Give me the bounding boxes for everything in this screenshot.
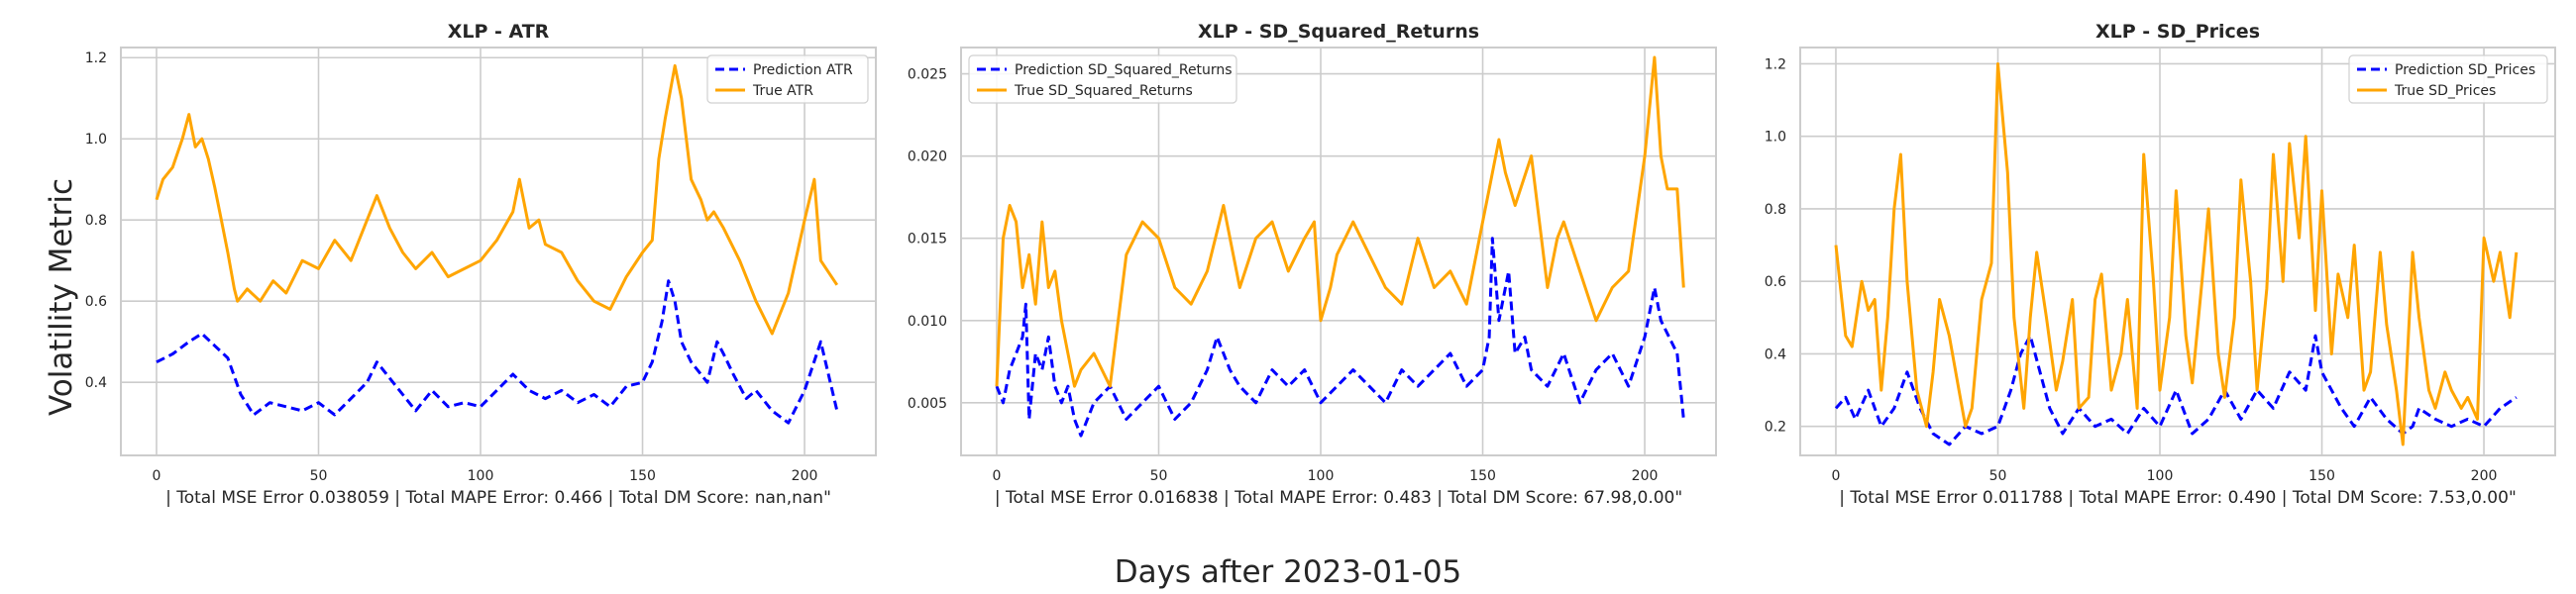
x-tick-label: 0	[993, 468, 1002, 484]
figure-xlabel: Days after 2023-01-05	[1115, 554, 1462, 590]
chart-panel-1: 0 50 100 150 200 0.4 0.6 0.8 1.0 1.2 XLP - ATR | To…	[85, 21, 877, 508]
x-tick-label: 200	[2471, 468, 2498, 484]
legend-entry: Prediction SD_Squared_Returns	[1015, 62, 1233, 78]
legend-entry: Prediction ATR	[753, 62, 853, 78]
legend-entry: True ATR	[752, 83, 813, 99]
y-tick-label: 0.8	[85, 213, 107, 229]
x-tick-label: 50	[310, 468, 328, 484]
panels: 0 50 100 150 200 0.4 0.6 0.8 1.0 1.2 XLP - ATR | To…	[85, 21, 2556, 508]
legend: Prediction ATR True ATR	[706, 54, 869, 104]
x-tick-label: 100	[1308, 468, 1335, 484]
y-tick-label: 1.0	[1765, 130, 1786, 146]
y-tick-label: 0.025	[908, 67, 947, 83]
chart-panel-3: 0 50 100 150 200 0.2 0.4 0.6 0.8 1.0 1.2 XLP - SD_P…	[1765, 21, 2556, 508]
series-line-prediction	[995, 237, 1685, 438]
x-tick-label: 150	[1469, 468, 1496, 484]
legend-entry: True SD_Squared_Returns	[1014, 83, 1193, 99]
series-line-prediction	[1834, 334, 2518, 446]
chart-title: XLP - ATR	[448, 21, 550, 43]
x-tick-label: 0	[1832, 468, 1841, 484]
chart-title: XLP - SD_Prices	[2095, 21, 2260, 43]
series-line-true	[1834, 62, 2519, 446]
y-tick-label: 0.6	[1765, 274, 1786, 290]
legend-box	[706, 54, 869, 104]
x-tick-label: 150	[629, 468, 656, 484]
x-axis-label: | Total MSE Error 0.016838 | Total MAPE …	[995, 488, 1682, 508]
legend: Prediction SD_Squared_Returns True SD_Squ…	[968, 54, 1237, 104]
x-tick-label: 200	[792, 468, 818, 484]
legend-entry: True SD_Prices	[2394, 83, 2496, 99]
x-tick-label: 100	[2147, 468, 2174, 484]
chart-panel-2: 0 50 100 150 200 0.005 0.010 0.015 0.020 0.025 XLP…	[908, 21, 1717, 508]
plot-frame	[120, 47, 877, 456]
y-tick-label: 1.2	[1765, 56, 1786, 72]
y-tick-label: 0.015	[908, 232, 947, 248]
x-tick-label: 100	[468, 468, 494, 484]
x-tick-label: 50	[1989, 468, 2007, 484]
series-line-true	[995, 55, 1685, 388]
legend-entry: Prediction SD_Prices	[2395, 62, 2535, 78]
x-tick-label: 50	[1150, 468, 1168, 484]
series-line-prediction	[156, 279, 839, 425]
figure-ylabel: Volatility Metric	[44, 178, 79, 416]
y-tick-label: 0.6	[85, 294, 107, 310]
y-tick-label: 0.020	[908, 149, 947, 165]
y-tick-label: 0.4	[1765, 346, 1786, 362]
plot-frame	[1799, 47, 2556, 456]
legend: Prediction SD_Prices True SD_Prices	[2348, 54, 2548, 104]
series-line-true	[155, 63, 839, 336]
y-tick-label: 0.010	[908, 314, 947, 330]
x-tick-label: 150	[2308, 468, 2335, 484]
y-tick-label: 1.2	[85, 50, 107, 66]
plot-frame	[960, 47, 1717, 456]
y-tick-label: 0.005	[908, 396, 947, 412]
y-tick-label: 0.4	[85, 375, 107, 391]
legend-box	[2348, 54, 2548, 104]
x-axis-label: | Total MSE Error 0.038059 | Total MAPE …	[165, 488, 831, 508]
y-tick-label: 0.8	[1765, 202, 1786, 218]
x-tick-label: 0	[153, 468, 161, 484]
x-tick-label: 200	[1632, 468, 1659, 484]
chart-title: XLP - SD_Squared_Returns	[1198, 21, 1479, 43]
y-tick-label: 0.2	[1765, 420, 1786, 436]
y-tick-label: 1.0	[85, 132, 107, 148]
x-axis-label: | Total MSE Error 0.011788 | Total MAPE …	[1839, 488, 2517, 508]
legend-box	[968, 54, 1237, 104]
